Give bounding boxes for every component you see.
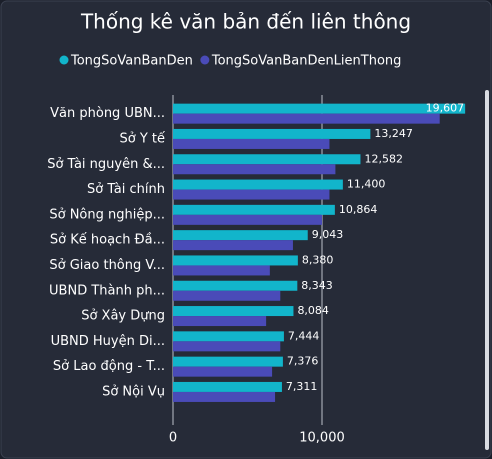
bar bbox=[173, 189, 330, 200]
y-tick-label: Sở Xây Dựng bbox=[81, 309, 165, 324]
bar bbox=[173, 391, 276, 402]
bar bbox=[173, 316, 267, 327]
y-tick-label: Sở Lao động - T... bbox=[53, 359, 165, 374]
bar bbox=[173, 306, 294, 317]
bar bbox=[173, 113, 440, 124]
legend-swatch bbox=[59, 55, 69, 65]
bar bbox=[173, 265, 270, 276]
bar bbox=[173, 255, 298, 266]
bar bbox=[173, 356, 283, 367]
y-tick-label: Sở Tài chính bbox=[87, 182, 165, 197]
bar bbox=[173, 341, 281, 352]
data-label: 10,864 bbox=[339, 203, 378, 216]
bar bbox=[173, 280, 298, 291]
scrollbar[interactable] bbox=[485, 90, 489, 450]
bar bbox=[173, 381, 282, 392]
bar bbox=[173, 164, 336, 175]
bar bbox=[173, 230, 308, 241]
bar bbox=[173, 138, 330, 149]
bar bbox=[173, 331, 284, 342]
bar bbox=[173, 154, 361, 165]
bar bbox=[173, 204, 335, 215]
y-tick-label: UBND Thành ph... bbox=[49, 283, 165, 298]
data-label: 7,311 bbox=[286, 380, 318, 393]
chart-title: Thống kê văn bản đến liên thông bbox=[80, 10, 411, 34]
data-label: 11,400 bbox=[347, 178, 386, 191]
bar bbox=[173, 240, 293, 251]
y-tick-label: Sở Y tế bbox=[119, 131, 165, 146]
y-tick-label: Sở Tài nguyên &... bbox=[47, 157, 165, 172]
bar bbox=[173, 179, 343, 190]
x-tick-label: 0 bbox=[169, 431, 177, 446]
data-label: 8,084 bbox=[297, 304, 329, 317]
data-label: 7,444 bbox=[288, 329, 320, 342]
y-tick-label: Sở Nông nghiệp... bbox=[49, 207, 165, 222]
y-tick-label: Sở Giao thông V... bbox=[49, 258, 165, 273]
y-tick-label: Văn phòng UBN... bbox=[50, 106, 165, 121]
x-tick-label: 10,000 bbox=[299, 431, 345, 446]
y-tick-label: Sở Kế hoạch Đầ... bbox=[50, 233, 165, 248]
bar bbox=[173, 366, 273, 377]
data-label: 9,043 bbox=[312, 228, 344, 241]
data-label: 8,343 bbox=[301, 279, 333, 292]
data-label: 8,380 bbox=[302, 253, 334, 266]
legend-label: TongSoVanBanDenLienThong bbox=[211, 54, 402, 69]
data-label: 13,247 bbox=[374, 127, 413, 140]
bar bbox=[173, 128, 371, 139]
data-label: 19,607 bbox=[426, 102, 465, 115]
bar bbox=[173, 214, 322, 225]
y-tick-label: UBND Huyện Di... bbox=[51, 334, 165, 349]
legend-swatch bbox=[200, 55, 210, 65]
bar bbox=[173, 103, 466, 114]
data-label: 12,582 bbox=[364, 152, 403, 165]
bar bbox=[173, 290, 281, 301]
y-tick-label: Sở Nội Vụ bbox=[102, 384, 165, 399]
legend-label: TongSoVanBanDen bbox=[70, 54, 193, 69]
legend: TongSoVanBanDen TongSoVanBanDenLienThong bbox=[59, 54, 402, 69]
data-label: 7,376 bbox=[287, 355, 319, 368]
